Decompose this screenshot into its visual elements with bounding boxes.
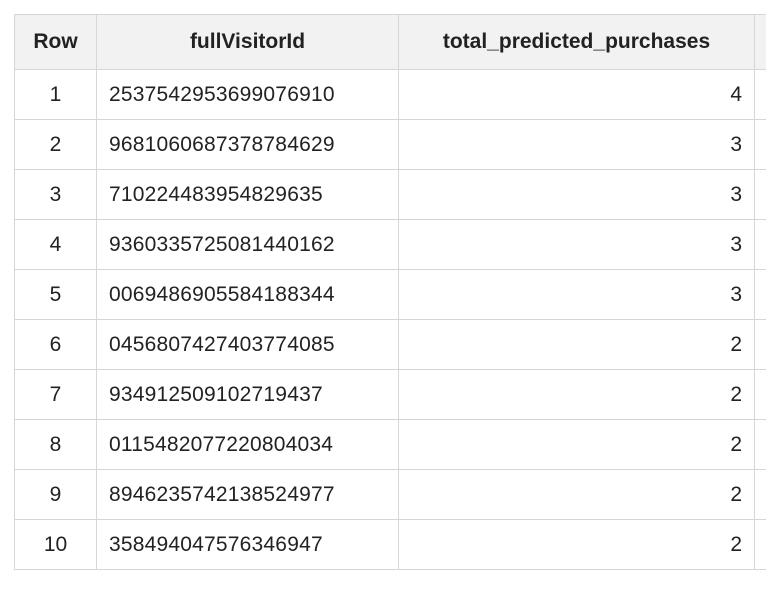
full-visitor-id: 0456807427403774085 <box>96 319 399 370</box>
results-table: Row fullVisitorId total_predicted_purcha… <box>14 14 766 570</box>
column-header-overflow <box>754 14 766 70</box>
column-header-row[interactable]: Row <box>14 14 97 70</box>
overflow-cell <box>754 419 766 470</box>
column-header-total-predicted-purchases[interactable]: total_predicted_purchases <box>398 14 755 70</box>
row-number: 4 <box>14 219 97 270</box>
total-predicted-purchases: 2 <box>398 519 755 570</box>
total-predicted-purchases: 3 <box>398 219 755 270</box>
total-predicted-purchases: 3 <box>398 169 755 220</box>
column-header-fullvisitorid[interactable]: fullVisitorId <box>96 14 399 70</box>
full-visitor-id: 934912509102719437 <box>96 369 399 420</box>
table-row[interactable]: 9 8946235742138524977 2 <box>14 469 766 520</box>
row-number: 7 <box>14 369 97 420</box>
total-predicted-purchases: 2 <box>398 419 755 470</box>
total-predicted-purchases: 2 <box>398 369 755 420</box>
table-row[interactable]: 7 934912509102719437 2 <box>14 369 766 420</box>
full-visitor-id: 358494047576346947 <box>96 519 399 570</box>
row-number: 6 <box>14 319 97 370</box>
row-number: 10 <box>14 519 97 570</box>
row-number: 3 <box>14 169 97 220</box>
overflow-cell <box>754 69 766 120</box>
row-number: 1 <box>14 69 97 120</box>
table-row[interactable]: 5 0069486905584188344 3 <box>14 269 766 320</box>
row-number: 9 <box>14 469 97 520</box>
overflow-cell <box>754 519 766 570</box>
total-predicted-purchases: 3 <box>398 119 755 170</box>
row-number: 2 <box>14 119 97 170</box>
table-header-row: Row fullVisitorId total_predicted_purcha… <box>14 14 766 70</box>
total-predicted-purchases: 2 <box>398 319 755 370</box>
total-predicted-purchases: 2 <box>398 469 755 520</box>
overflow-cell <box>754 219 766 270</box>
table-row[interactable]: 2 9681060687378784629 3 <box>14 119 766 170</box>
total-predicted-purchases: 3 <box>398 269 755 320</box>
full-visitor-id: 0115482077220804034 <box>96 419 399 470</box>
overflow-cell <box>754 269 766 320</box>
table-row[interactable]: 6 0456807427403774085 2 <box>14 319 766 370</box>
table-row[interactable]: 10 358494047576346947 2 <box>14 519 766 570</box>
table-row[interactable]: 4 9360335725081440162 3 <box>14 219 766 270</box>
overflow-cell <box>754 169 766 220</box>
row-number: 5 <box>14 269 97 320</box>
full-visitor-id: 9681060687378784629 <box>96 119 399 170</box>
total-predicted-purchases: 4 <box>398 69 755 120</box>
full-visitor-id: 8946235742138524977 <box>96 469 399 520</box>
table-row[interactable]: 8 0115482077220804034 2 <box>14 419 766 470</box>
overflow-cell <box>754 469 766 520</box>
table-row[interactable]: 3 710224483954829635 3 <box>14 169 766 220</box>
full-visitor-id: 710224483954829635 <box>96 169 399 220</box>
overflow-cell <box>754 319 766 370</box>
overflow-cell <box>754 119 766 170</box>
full-visitor-id: 2537542953699076910 <box>96 69 399 120</box>
overflow-cell <box>754 369 766 420</box>
full-visitor-id: 0069486905584188344 <box>96 269 399 320</box>
full-visitor-id: 9360335725081440162 <box>96 219 399 270</box>
table-row[interactable]: 1 2537542953699076910 4 <box>14 69 766 120</box>
row-number: 8 <box>14 419 97 470</box>
